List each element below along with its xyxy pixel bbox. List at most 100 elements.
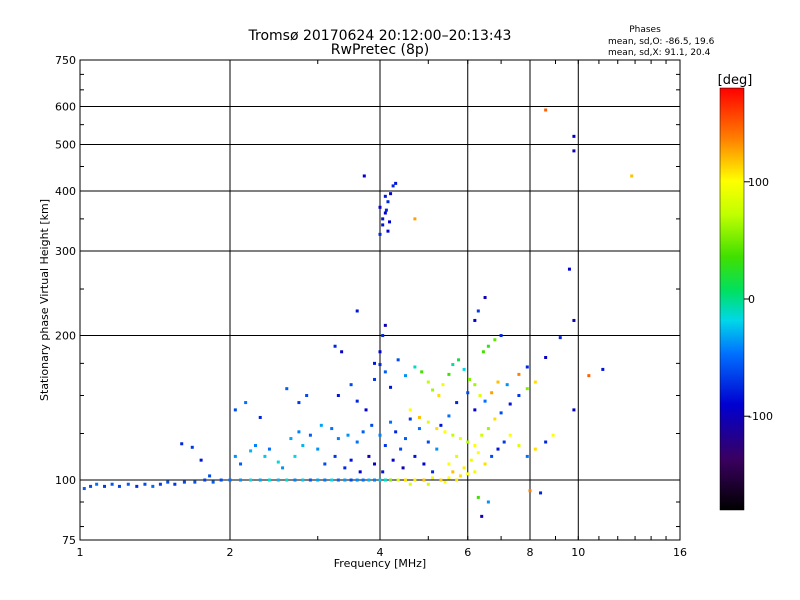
data-point [249,449,253,453]
data-point [403,374,407,378]
data-point [447,476,451,480]
data-point [89,484,93,488]
data-point [373,478,377,482]
data-point [499,334,503,338]
colorbar-tick-label: 0 [748,293,755,306]
y-tick-label: 600 [55,101,76,114]
data-point [267,478,271,482]
data-point [455,478,459,482]
data-point [480,514,484,518]
data-point [305,394,309,398]
data-point [361,478,365,482]
data-point [281,466,285,470]
y-tick-label: 75 [62,534,76,547]
data-point [244,401,248,405]
y-tick-label: 750 [55,54,76,67]
data-point [551,433,555,437]
data-point [462,466,466,470]
phases-o-stats: mean, sd,O: -86.5, 19.6 [608,37,715,47]
data-point [82,487,86,491]
data-point [587,374,591,378]
data-point [263,454,267,458]
data-point [483,462,487,466]
data-point [166,480,170,484]
data-point [253,444,257,448]
data-point [572,134,576,138]
data-point [276,478,280,482]
data-point [343,478,347,482]
data-point [422,462,426,466]
data-point [490,454,494,458]
data-point [426,482,430,486]
data-point [383,370,387,374]
data-point [258,478,262,482]
data-point [413,478,417,482]
data-point [426,380,430,384]
data-point [403,437,407,441]
data-points [82,108,634,518]
data-point [458,474,462,478]
data-point [493,417,497,421]
colorbar-label: [deg] [718,73,753,88]
data-point [289,437,293,441]
data-point [443,430,447,434]
data-point [381,217,385,221]
data-point [391,184,395,188]
data-point [493,338,497,342]
data-point [336,437,340,441]
data-point [396,478,400,482]
data-point [383,211,387,215]
data-point [378,363,382,367]
data-point [441,383,445,387]
colorbar [719,87,745,511]
data-point [239,478,243,482]
data-point [358,470,362,474]
data-point [378,433,382,437]
colorbar-ticks: 100 0 -100 [744,176,773,423]
data-point [340,350,344,354]
data-point [408,408,412,412]
data-point [190,445,194,449]
data-point [439,423,443,427]
data-point [135,484,139,488]
data-point [483,296,487,300]
data-point [447,372,451,376]
data-point [355,440,359,444]
data-point [182,480,186,484]
data-point [373,361,377,365]
data-point [505,383,509,387]
y-tick-label: 400 [55,185,76,198]
data-point [478,394,482,398]
y-axis-label: Stationary phase Virtual Height [km] [38,199,51,401]
data-point [508,402,512,406]
data-point [297,430,301,434]
data-point [476,495,480,499]
chart-title: Tromsø 20170624 20:12:00–20:13:43 [248,28,512,44]
data-point [249,478,253,482]
data-point [285,478,289,482]
data-point [336,394,340,398]
x-tick-label: 4 [377,546,384,559]
data-point [483,399,487,403]
data-point [431,476,435,480]
data-point [431,470,435,474]
x-axis-label: Frequency [MHz] [334,557,426,570]
data-point [103,484,107,488]
data-point [458,437,462,441]
data-point [426,440,430,444]
data-point [394,181,398,185]
data-point [378,232,382,236]
data-point [508,433,512,437]
data-point [370,423,374,427]
data-point [525,365,529,369]
data-point [208,474,212,478]
data-point [389,420,393,424]
x-tick-label: 8 [527,546,534,559]
data-point [437,394,441,398]
data-point [233,454,237,458]
data-point [383,444,387,448]
data-point [173,482,177,486]
data-point [443,480,447,484]
data-point [386,200,390,204]
